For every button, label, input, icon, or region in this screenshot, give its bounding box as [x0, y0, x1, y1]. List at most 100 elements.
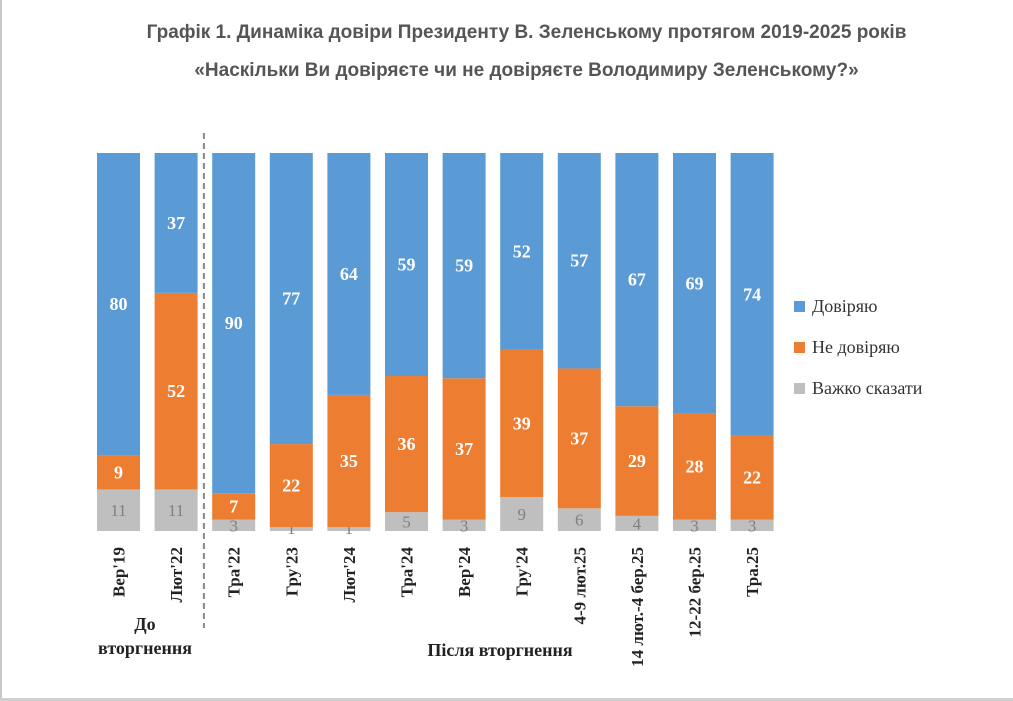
data-label-hard-to-say-3: 1 [287, 519, 296, 538]
data-label-trust-2: 90 [225, 313, 243, 333]
bar-trust-10 [673, 153, 716, 414]
group-label-after: Після вторгнення [427, 640, 573, 660]
data-label-hard-to-say-11: 3 [748, 516, 757, 535]
bar-distrust-3 [269, 444, 313, 528]
legend-item-trust: Довіряю [794, 296, 922, 316]
bar-distrust-7 [500, 349, 544, 497]
bar-distrust-11 [730, 435, 774, 520]
x-tick-label-10: 12-22 бер.25 [686, 547, 705, 637]
bar-distrust-1 [154, 292, 198, 490]
x-tick-label-8: 4-9 лют.25 [570, 547, 589, 625]
bar-hard-to-say-11 [730, 519, 774, 531]
x-tick-label-1: Лют'22 [167, 547, 186, 603]
data-label-distrust-3: 22 [282, 476, 300, 496]
chart-title: Графік 1. Динаміка довіри Президенту В. … [146, 22, 907, 43]
data-label-trust-0: 80 [110, 294, 128, 314]
x-tick-label-4: Лют'24 [340, 547, 359, 603]
x-tick-label-7: Гру'24 [513, 547, 532, 597]
data-label-trust-9: 67 [628, 270, 646, 290]
data-label-distrust-5: 36 [398, 434, 416, 454]
data-label-distrust-4: 35 [340, 451, 358, 471]
bar-trust-9 [615, 153, 659, 407]
data-label-trust-11: 74 [743, 284, 761, 304]
bar-hard-to-say-2 [212, 519, 256, 531]
data-label-hard-to-say-0: 11 [110, 501, 126, 520]
bar-hard-to-say-7 [500, 496, 544, 531]
data-label-distrust-7: 39 [513, 413, 531, 433]
data-label-distrust-2: 7 [229, 496, 238, 516]
data-label-distrust-10: 28 [686, 457, 704, 477]
data-label-hard-to-say-2: 3 [229, 516, 238, 535]
bar-trust-0 [97, 153, 140, 456]
data-label-hard-to-say-8: 6 [575, 511, 584, 530]
bottom-border [0, 698, 1013, 701]
bar-hard-to-say-5 [385, 512, 428, 531]
left-border [0, 0, 2, 701]
bar-hard-to-say-9 [615, 515, 659, 531]
bar-hard-to-say-6 [442, 519, 486, 531]
bar-trust-5 [385, 153, 428, 377]
data-label-distrust-9: 29 [628, 451, 646, 471]
data-label-distrust-1: 52 [167, 381, 185, 401]
x-tick-label-0: Вер'19 [110, 547, 129, 597]
bar-trust-4 [327, 153, 371, 395]
bar-distrust-4 [327, 394, 371, 528]
legend: Довіряю Не довіряю Важко сказати [794, 296, 922, 419]
x-tick-label-5: Тра'24 [398, 547, 417, 598]
data-label-hard-to-say-6: 3 [460, 516, 469, 535]
data-label-distrust-6: 37 [455, 439, 473, 459]
data-label-trust-6: 59 [455, 256, 473, 276]
data-label-hard-to-say-7: 9 [517, 505, 526, 524]
x-tick-label-11: Тра.25 [743, 547, 762, 597]
data-label-trust-10: 69 [686, 273, 704, 293]
bar-distrust-5 [385, 376, 428, 513]
bar-trust-1 [154, 153, 198, 293]
group-label-before-line1: До [134, 614, 156, 634]
bar-trust-2 [212, 153, 256, 494]
legend-label-trust: Довіряю [812, 295, 878, 316]
bar-distrust-9 [615, 406, 659, 516]
data-label-hard-to-say-9: 4 [633, 514, 642, 533]
x-tick-label-6: Вер'24 [455, 547, 474, 598]
data-label-hard-to-say-4: 1 [345, 519, 354, 538]
group-label-before-line2: вторгнення [98, 638, 192, 658]
bar-trust-6 [442, 153, 486, 379]
data-label-trust-7: 52 [513, 241, 531, 261]
data-label-distrust-11: 22 [743, 468, 761, 488]
bar-distrust-8 [557, 368, 601, 509]
bar-distrust-2 [212, 493, 256, 520]
data-label-trust-3: 77 [282, 289, 300, 309]
bar-hard-to-say-10 [673, 519, 716, 531]
bar-trust-8 [557, 153, 601, 369]
legend-swatch-distrust [794, 341, 805, 353]
chart-subtitle: «Наскільки Ви довіряєте чи не довіряєте … [194, 60, 859, 81]
legend-label-hard-to-say: Важко сказати [812, 377, 923, 398]
x-tick-label-2: Тра'22 [225, 547, 244, 597]
legend-item-distrust: Не довіряю [794, 337, 922, 357]
legend-item-hard-to-say: Важко сказати [794, 378, 922, 398]
group-label-before: До вторгнення [80, 612, 210, 660]
data-label-hard-to-say-10: 3 [690, 516, 699, 535]
bar-hard-to-say-3 [269, 527, 313, 531]
data-label-distrust-8: 37 [570, 428, 588, 448]
legend-swatch-trust [794, 300, 805, 312]
bar-hard-to-say-1 [154, 489, 198, 531]
legend-swatch-hard-to-say [794, 382, 805, 394]
x-tick-label-9: 14 лют.-4 бер.25 [628, 547, 647, 667]
bar-distrust-0 [97, 455, 140, 490]
data-label-hard-to-say-1: 11 [168, 501, 184, 520]
legend-label-distrust: Не довіряю [812, 336, 900, 357]
data-label-trust-4: 64 [340, 264, 358, 284]
bar-trust-7 [500, 153, 544, 350]
bar-hard-to-say-8 [557, 508, 601, 531]
bar-trust-3 [269, 153, 313, 445]
data-label-trust-1: 37 [167, 213, 185, 233]
bar-trust-11 [730, 153, 774, 436]
x-tick-label-3: Гру'23 [282, 547, 301, 596]
data-label-trust-5: 59 [398, 255, 416, 275]
bar-hard-to-say-4 [327, 527, 371, 531]
data-label-distrust-0: 9 [114, 462, 123, 482]
data-label-hard-to-say-5: 5 [402, 513, 411, 532]
bar-hard-to-say-0 [97, 489, 140, 531]
